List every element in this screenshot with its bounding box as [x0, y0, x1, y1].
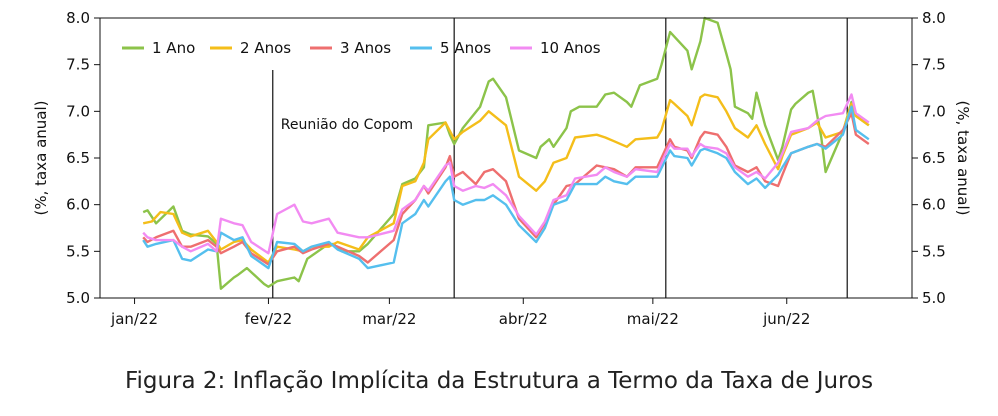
series-lines [142, 16, 870, 290]
series-line-3-anos [142, 111, 870, 266]
x-tick-label: jun/22 [762, 310, 810, 328]
y-tick-label-right: 6.0 [922, 196, 946, 214]
copom-annotation: Reunião do Copom [281, 117, 413, 133]
legend-label: 2 Anos [240, 39, 291, 57]
y-tick-label-left: 6.0 [66, 196, 90, 214]
legend: 1 Ano 2 Anos 3 Anos 5 Anos 10 Anos [122, 39, 601, 57]
y-tick-label-left: 7.5 [66, 56, 90, 74]
legend-label: 5 Anos [440, 39, 491, 57]
series-line-2-anos [142, 93, 870, 264]
y-tick-label-right: 7.0 [922, 102, 946, 120]
axes: 5.0 5.0 5.5 5.5 6.0 6.0 6.5 6.5 7.0 7.0 7.5 7.5 8.0 8… [66, 9, 946, 328]
y-tick-label-right: 8.0 [922, 9, 946, 27]
x-tick-label: mai/22 [627, 310, 679, 328]
y-tick-label-right: 6.5 [922, 149, 946, 167]
series-line-1-ano [142, 16, 870, 290]
legend-label: 3 Anos [340, 39, 391, 57]
legend-label: 10 Anos [540, 39, 601, 57]
y-axis-label-left: (%, taxa anual) [32, 101, 50, 216]
y-tick-label-left: 8.0 [66, 9, 90, 27]
line-chart: Reunião do Copom 5.0 5.0 5.5 5.5 6.0 6.0 6.5 6.… [32, 9, 972, 328]
y-tick-label-right: 5.0 [922, 289, 946, 307]
figure-caption: Figura 2: Inflação Implícita da Estrutur… [124, 368, 874, 394]
series-line-10-anos [142, 93, 870, 255]
x-tick-label: abr/22 [499, 310, 548, 328]
y-tick-label-left: 5.0 [66, 289, 90, 307]
x-tick-label: jan/22 [110, 310, 158, 328]
x-tick-label: fev/22 [245, 310, 293, 328]
x-tick-label: mar/22 [362, 310, 416, 328]
y-tick-label-left: 7.0 [66, 102, 90, 120]
y-tick-label-right: 5.5 [922, 242, 946, 260]
y-tick-label-right: 7.5 [922, 56, 946, 74]
y-tick-label-left: 6.5 [66, 149, 90, 167]
series-line-5-anos [142, 105, 870, 270]
y-axis-label-right: (%, taxa anual) [954, 101, 972, 216]
y-tick-label-left: 5.5 [66, 242, 90, 260]
legend-label: 1 Ano [152, 39, 195, 57]
